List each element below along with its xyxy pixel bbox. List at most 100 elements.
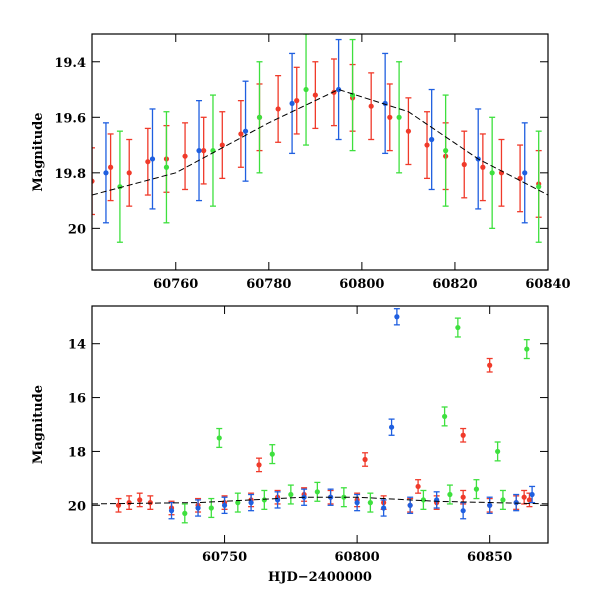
top-point-green (163, 164, 170, 170)
bottom-series-green (181, 317, 530, 524)
bottom-point-red (487, 362, 493, 368)
bottom-ytick-label: 20 (68, 499, 86, 514)
bottom-point-green (495, 448, 501, 455)
top-xtick-label: 60820 (432, 277, 477, 292)
top-point-red (126, 170, 132, 176)
top-point-red (275, 106, 281, 112)
top-point-red (182, 153, 188, 159)
top-point-red (201, 148, 207, 154)
bottom-point-blue (221, 502, 228, 508)
bottom-point-red (415, 483, 421, 490)
top-point-red (92, 178, 95, 184)
top-point-red (517, 175, 523, 181)
top-point-red (219, 142, 225, 148)
bottom-point-green (235, 500, 241, 506)
bottom-point-red (521, 494, 527, 500)
bottom-ytick-label: 16 (68, 392, 86, 407)
bottom-point-blue (487, 502, 493, 508)
top-point-blue (429, 136, 435, 143)
bottom-xlabel: HJD−2400000 (268, 570, 372, 585)
top-point-red (405, 128, 412, 134)
bottom-point-red (362, 456, 368, 463)
bottom-point-green (455, 324, 461, 331)
top-point-green (303, 86, 309, 93)
bottom-point-blue (513, 500, 519, 506)
bottom-point-blue (407, 502, 413, 508)
top-point-red (424, 142, 430, 148)
bottom-point-green (442, 413, 448, 420)
bottom-plot-area (92, 308, 548, 524)
top-ylabel: Magnitude (31, 112, 46, 191)
bottom-point-red (147, 500, 153, 506)
top-frame (91, 33, 549, 271)
bottom-point-green (500, 497, 506, 503)
top-point-red (461, 161, 467, 168)
bottom-point-blue (168, 508, 175, 514)
top-panel: 60760 60780 60800 60820 60840 19.4 19.6 19.8 20 M… (31, 33, 571, 292)
bottom-point-blue (388, 424, 395, 430)
bottom-ytick-label: 18 (68, 445, 86, 460)
top-point-red (294, 98, 300, 104)
top-point-green (489, 170, 495, 176)
bottom-point-green (216, 435, 222, 441)
bottom-point-green (208, 505, 214, 511)
bottom-point-blue (354, 500, 360, 506)
top-xtick-label: 60800 (339, 277, 384, 292)
bottom-point-red (460, 432, 466, 438)
top-point-blue (289, 100, 295, 107)
bottom-point-blue (248, 500, 254, 506)
top-point-green (256, 114, 263, 120)
bottom-point-red (137, 497, 143, 503)
top-point-red (108, 164, 114, 170)
top-point-blue (103, 170, 109, 176)
top-series-red (92, 58, 542, 218)
top-xtick-label: 60780 (246, 277, 291, 292)
bottom-panel: 60750 60800 60850 14 16 18 20 Magnitude HJD−2400… (31, 305, 549, 585)
top-model-curve (92, 88, 548, 196)
bottom-point-green (314, 489, 320, 495)
top-point-blue (149, 156, 156, 162)
top-point-green (443, 148, 449, 154)
top-point-red (368, 103, 374, 109)
bottom-point-red (126, 500, 132, 506)
bottom-ylabel: Magnitude (31, 385, 46, 464)
top-point-red (387, 114, 393, 120)
bottom-point-green (288, 491, 294, 498)
top-ytick-label: 19.4 (54, 56, 86, 71)
top-ytick-label: 19.8 (54, 167, 86, 182)
bottom-model-curve (92, 496, 548, 505)
bottom-point-green (524, 346, 530, 352)
bottom-series-red (115, 357, 533, 516)
top-plot-area (92, 34, 548, 243)
top-point-blue (336, 86, 342, 93)
top-ytick-label: 19.6 (54, 111, 86, 126)
top-point-blue (522, 170, 528, 176)
bottom-series-blue (168, 308, 536, 520)
top-xtick-label: 60840 (525, 277, 570, 292)
bottom-point-red (256, 462, 262, 468)
bottom-point-blue (394, 314, 400, 320)
top-point-red (145, 159, 151, 165)
bottom-xtick-label: 60750 (202, 550, 247, 565)
bottom-point-green (269, 451, 275, 457)
bottom-point-blue (381, 505, 387, 511)
bottom-point-green (420, 497, 426, 503)
bottom-xtick-label: 60850 (467, 550, 512, 565)
top-ytick-label: 20 (68, 222, 86, 237)
top-point-blue (196, 148, 202, 154)
top-point-red (312, 92, 318, 98)
bottom-point-green (447, 491, 453, 498)
bottom-xtick-label: 60800 (334, 550, 379, 565)
bottom-point-green (367, 500, 373, 506)
bottom-point-blue (195, 505, 201, 511)
top-series-green (116, 34, 542, 243)
top-point-green (536, 184, 542, 190)
top-xtick-label: 60760 (153, 277, 198, 292)
bottom-point-red (460, 494, 466, 500)
bottom-ytick-label: 14 (68, 338, 86, 353)
bottom-point-red (526, 497, 533, 503)
bottom-point-blue (460, 508, 466, 514)
top-point-green (396, 114, 402, 120)
top-series-blue (102, 38, 528, 224)
